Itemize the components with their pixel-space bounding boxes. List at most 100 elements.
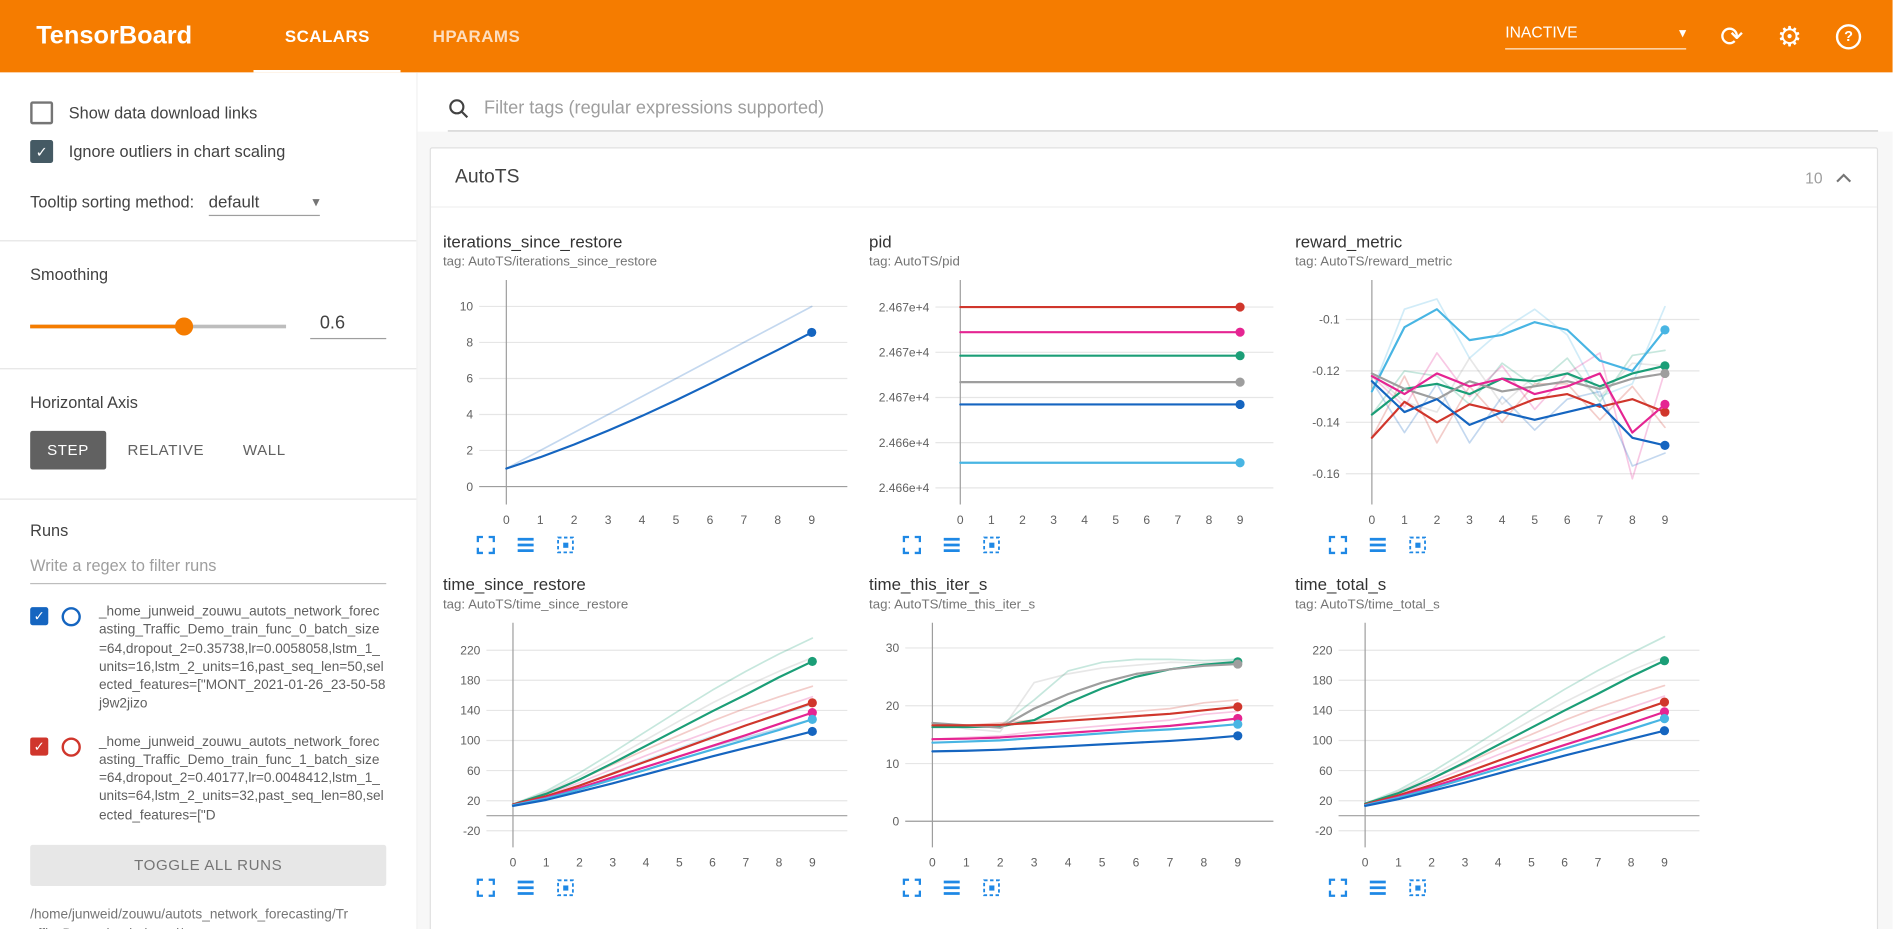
show-download-links-option[interactable]: Show data download links	[30, 101, 386, 125]
slider-thumb[interactable]	[175, 316, 194, 335]
svg-text:6: 6	[1143, 513, 1150, 527]
svg-text:140: 140	[1312, 704, 1332, 718]
chart-title: pid	[869, 231, 892, 252]
tag-filter-input[interactable]	[481, 96, 1879, 120]
svg-text:1: 1	[1395, 856, 1402, 870]
svg-text:9: 9	[808, 513, 815, 527]
fit-domain-icon[interactable]	[981, 535, 1002, 556]
tooltip-sorting-dropdown[interactable]: default ▾	[208, 192, 320, 217]
tab-scalars[interactable]: SCALARS	[253, 0, 401, 72]
run-status-dropdown[interactable]: INACTIVE ▾	[1505, 23, 1687, 50]
runs-selector-icon[interactable]	[941, 535, 962, 556]
runs-selector-icon[interactable]	[515, 535, 536, 556]
svg-text:4: 4	[1081, 513, 1088, 527]
chart-title: reward_metric	[1295, 231, 1403, 252]
chart-tag: tag: AutoTS/pid	[869, 254, 960, 270]
expand-chart-icon[interactable]	[476, 535, 497, 556]
run-checkbox[interactable]: ✓	[30, 607, 49, 626]
svg-text:-20: -20	[1315, 824, 1333, 838]
fit-domain-icon[interactable]	[1407, 535, 1428, 556]
runs-selector-icon[interactable]	[515, 877, 536, 898]
svg-text:0: 0	[957, 513, 964, 527]
refresh-icon[interactable]: ⟳	[1720, 19, 1744, 52]
runs-selector-icon[interactable]	[1368, 535, 1389, 556]
chevron-up-icon[interactable]	[1835, 170, 1853, 186]
checkbox-icon[interactable]	[30, 101, 54, 125]
svg-text:3: 3	[1466, 513, 1473, 527]
expand-chart-icon[interactable]	[902, 877, 923, 898]
runs-selector-icon[interactable]	[941, 877, 962, 898]
chart-plot[interactable]: 0 2 4 6 8 10 0 1 2 3 4 5 6 7 8 9	[443, 275, 851, 531]
chart-tag: tag: AutoTS/iterations_since_restore	[442, 254, 658, 270]
runs-selector-icon[interactable]	[1368, 877, 1389, 898]
chart-tag: tag: AutoTS/time_since_restore	[442, 597, 629, 612]
svg-text:9: 9	[809, 856, 816, 870]
run-label: _home_junweid_zouwu_autots_network_forec…	[98, 604, 386, 712]
chart-card: reward_metric tag: AutoTS/reward_metric …	[1293, 217, 1719, 560]
fit-domain-icon[interactable]	[555, 877, 576, 898]
expand-chart-icon[interactable]	[1328, 535, 1349, 556]
dashboard-main: AutoTS 10 iterations_since_restore tag: …	[417, 72, 1893, 929]
svg-text:2: 2	[1428, 856, 1435, 870]
autots-card: AutoTS 10 iterations_since_restore tag: …	[429, 147, 1879, 929]
run-item[interactable]: ✓ _home_junweid_zouwu_autots_network_for…	[30, 604, 386, 714]
svg-text:5: 5	[1531, 513, 1538, 527]
toggle-all-runs-button[interactable]: TOGGLE ALL RUNS	[30, 844, 387, 886]
axis-wall-button[interactable]: WALL	[242, 441, 286, 459]
svg-text:60: 60	[1319, 764, 1333, 778]
svg-text:20: 20	[467, 794, 481, 808]
axis-step-button[interactable]: STEP	[30, 430, 106, 470]
svg-text:5: 5	[1099, 856, 1106, 870]
svg-text:1: 1	[537, 513, 544, 527]
help-icon[interactable]: ?	[1835, 23, 1862, 49]
svg-text:180: 180	[460, 673, 480, 687]
smoothing-value[interactable]: 0.6	[310, 313, 387, 340]
chart-plot[interactable]: 220 180 140 100 60 20 -20 0 1 2 3 4 5 6 7 8 9	[1295, 618, 1703, 874]
svg-text:4: 4	[1065, 856, 1072, 870]
svg-text:6: 6	[1561, 856, 1568, 870]
runs-filter-input[interactable]	[30, 546, 387, 585]
section-title: AutoTS	[455, 166, 520, 188]
app-header: TensorBoard SCALARS HPARAMS INACTIVE ▾ ⟳…	[0, 0, 1893, 73]
expand-chart-icon[interactable]	[1328, 877, 1349, 898]
axis-relative-button[interactable]: RELATIVE	[127, 441, 205, 459]
run-label: _home_junweid_zouwu_autots_network_forec…	[98, 734, 384, 823]
fit-domain-icon[interactable]	[1407, 877, 1428, 898]
svg-text:1: 1	[1401, 513, 1408, 527]
chart-plot[interactable]: 0 10 20 30 0 1 2 3 4 5 6 7 8 9	[869, 618, 1277, 874]
fit-domain-icon[interactable]	[555, 535, 576, 556]
tooltip-sorting-row: Tooltip sorting method: default ▾	[30, 192, 386, 217]
svg-text:6: 6	[707, 513, 714, 527]
autots-section-header[interactable]: AutoTS 10	[430, 148, 1877, 208]
fit-domain-icon[interactable]	[981, 877, 1002, 898]
svg-text:3: 3	[605, 513, 612, 527]
chart-plot[interactable]: 2.467e+4 2.467e+4 2.467e+4 2.466e+4 2.466e+4…	[869, 275, 1277, 531]
svg-text:3: 3	[1462, 856, 1469, 870]
chart-plot[interactable]: 220 180 140 100 60 20 -20 0 1 2 3 4 5 6 7 8 9	[443, 618, 851, 874]
gear-icon[interactable]: ⚙	[1777, 19, 1803, 52]
settings-sidebar: Show data download links ✓ Ignore outlie…	[0, 72, 418, 929]
svg-text:2.466e+4: 2.466e+4	[879, 481, 930, 495]
run-radio[interactable]	[61, 607, 81, 627]
svg-text:2: 2	[997, 856, 1004, 870]
search-icon	[449, 98, 469, 118]
smoothing-slider[interactable]	[30, 316, 287, 335]
ignore-outliers-option[interactable]: ✓ Ignore outliers in chart scaling	[30, 140, 386, 163]
expand-chart-icon[interactable]	[476, 877, 497, 898]
svg-text:140: 140	[460, 704, 480, 718]
run-checkbox[interactable]: ✓	[30, 736, 49, 755]
expand-chart-icon[interactable]	[902, 535, 923, 556]
svg-text:60: 60	[467, 764, 481, 778]
checkbox-icon[interactable]: ✓	[30, 140, 54, 163]
chart-toolbar	[869, 535, 1293, 556]
run-radio[interactable]	[61, 736, 81, 757]
svg-text:-0.1: -0.1	[1319, 313, 1340, 327]
chart-plot[interactable]: -0.1 -0.12 -0.14 -0.16 0 1 2 3 4 5 6 7 8 9	[1295, 275, 1703, 531]
svg-text:8: 8	[1201, 856, 1208, 870]
tab-hparams[interactable]: HPARAMS	[432, 26, 521, 46]
run-item[interactable]: ✓ _home_junweid_zouwu_autots_network_for…	[30, 733, 386, 825]
svg-text:2: 2	[1434, 513, 1441, 527]
svg-text:3: 3	[1050, 513, 1057, 527]
svg-text:3: 3	[1031, 856, 1038, 870]
svg-text:5: 5	[1528, 856, 1535, 870]
